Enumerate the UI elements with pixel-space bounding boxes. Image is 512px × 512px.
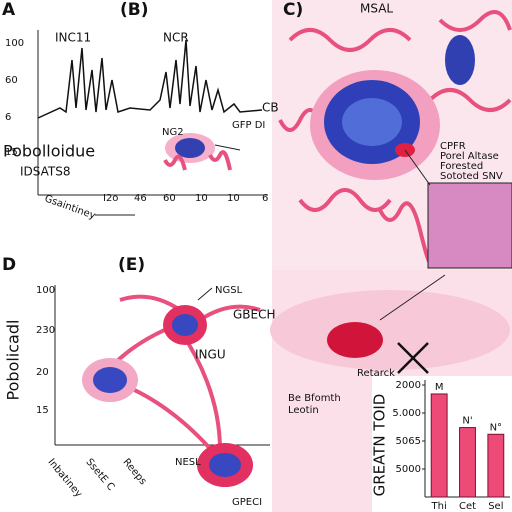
y-tick-label: 5.000 xyxy=(392,408,421,419)
x-number: 6 xyxy=(262,193,268,204)
axis-number: 6 xyxy=(5,112,11,123)
panel-label: C) xyxy=(283,0,303,20)
y-label: GREATN TOID xyxy=(371,394,389,497)
axis-number: 230 xyxy=(36,325,55,336)
panel-label: (B) xyxy=(120,0,149,20)
peak-label: NCR xyxy=(163,31,189,45)
axis-number: 15 xyxy=(36,405,49,416)
x-tick-label: Sel xyxy=(488,501,503,512)
axis-number: 60 xyxy=(5,75,18,86)
bar xyxy=(487,433,505,498)
panel-label: D xyxy=(2,255,16,275)
y-tick-label: 5000 xyxy=(396,464,421,475)
panel-label: A xyxy=(2,0,16,20)
axis-number: 20 xyxy=(36,367,49,378)
annotation: NG2 xyxy=(162,127,184,138)
y-tick-label: 5065 xyxy=(396,436,421,447)
y-label: Pobolloidue xyxy=(3,142,95,161)
annotation: GPECI xyxy=(232,497,262,508)
x-number: I2o xyxy=(103,193,118,204)
membrane xyxy=(270,290,510,370)
x-number: 60 xyxy=(163,193,176,204)
protein-c xyxy=(278,10,512,269)
value-label: M xyxy=(435,382,444,393)
panel-label: (E) xyxy=(118,255,145,275)
value-label: N° xyxy=(490,422,502,433)
annotation: NGSL xyxy=(215,285,243,296)
axis-number: 15 xyxy=(5,147,18,158)
annotation: INGU xyxy=(195,348,226,362)
callout: Porel Altase xyxy=(440,151,499,162)
annotation: IDSATS8 xyxy=(20,165,70,179)
network xyxy=(54,285,270,487)
bar xyxy=(459,427,476,498)
annotation: NESL xyxy=(175,457,201,468)
marker-label: Retarck xyxy=(357,368,395,379)
legend-entry: Be Bfomth xyxy=(288,393,341,404)
callout: CPFR xyxy=(440,141,466,152)
y-tick-label: 2000 xyxy=(396,380,421,391)
x-tick-label: Cet xyxy=(459,501,476,512)
axis-number: 100 xyxy=(5,38,24,49)
x-tick-label: Thi xyxy=(431,501,447,512)
peak-label: INC11 xyxy=(55,31,91,45)
annotation: CB xyxy=(262,101,279,115)
axis-number: 100 xyxy=(36,285,55,296)
panel-title: MSAL xyxy=(360,2,393,16)
y-label: Pobolicadl xyxy=(4,320,23,401)
x-number: 10 xyxy=(195,193,208,204)
x-number: 46 xyxy=(134,193,147,204)
legend-entry: Leotin xyxy=(288,405,319,416)
callout: Forested xyxy=(440,161,483,172)
x-number: 10 xyxy=(227,193,240,204)
value-label: N' xyxy=(462,416,472,427)
bar xyxy=(430,393,448,498)
annotation: GFP DI xyxy=(232,120,265,131)
panel-a-plot xyxy=(37,30,268,216)
callout: Sototed SNV xyxy=(440,171,503,182)
annotation: GBECH xyxy=(233,308,276,322)
